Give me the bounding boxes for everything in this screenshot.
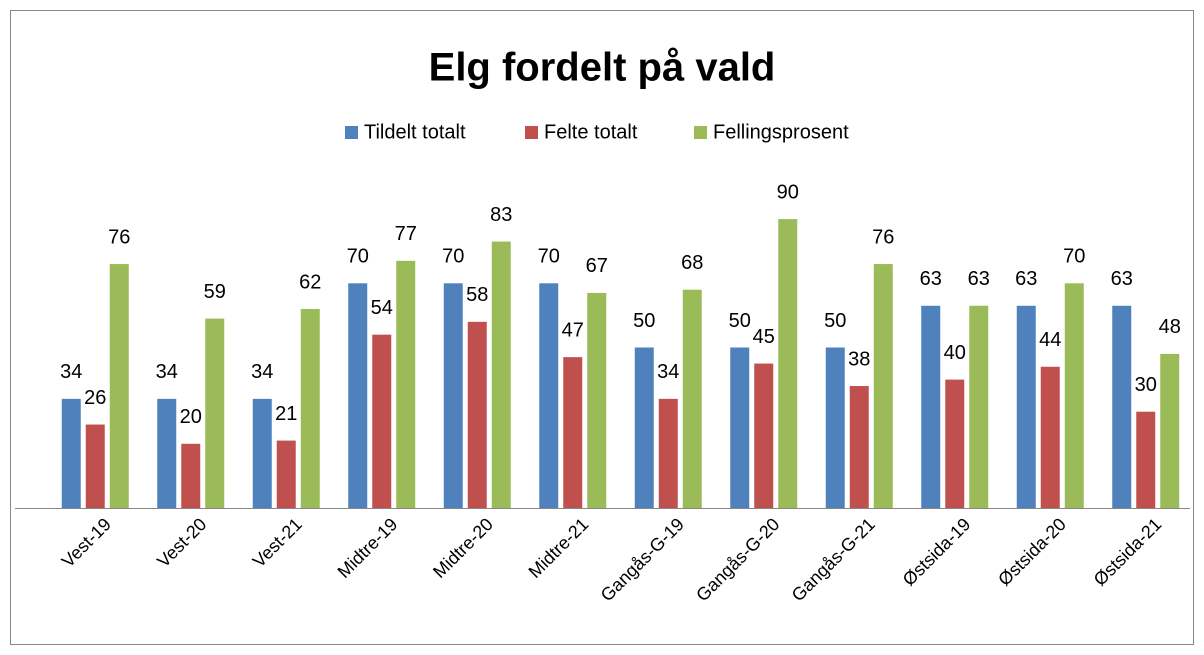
value-label: 59 — [204, 281, 226, 303]
legend-swatch — [345, 126, 358, 139]
bar — [658, 398, 678, 508]
bar — [276, 440, 296, 508]
value-label: 45 — [753, 326, 775, 348]
bar — [491, 241, 511, 508]
bar — [945, 379, 965, 508]
bar — [1160, 353, 1180, 508]
bar — [443, 283, 463, 508]
value-label: 58 — [466, 284, 488, 306]
value-label: 70 — [442, 246, 464, 268]
value-label: 40 — [944, 342, 966, 364]
value-label: 38 — [848, 348, 870, 370]
bar — [205, 318, 225, 508]
value-label: 34 — [657, 361, 679, 383]
bar — [825, 347, 845, 508]
value-label: 48 — [1159, 316, 1181, 338]
bar — [849, 386, 869, 508]
bar — [1064, 283, 1084, 508]
legend-label: Tildelt totalt — [364, 121, 466, 143]
value-label: 54 — [371, 297, 393, 319]
value-label: 76 — [108, 226, 130, 248]
legend-swatch — [525, 126, 538, 139]
value-label: 90 — [777, 181, 799, 203]
legend-label: Felte totalt — [544, 121, 638, 143]
bar — [754, 363, 774, 508]
value-label: 62 — [299, 271, 321, 293]
bar — [348, 283, 368, 508]
bar — [563, 357, 583, 508]
bar — [1016, 305, 1036, 508]
bar — [873, 264, 893, 508]
bar — [372, 334, 392, 508]
chart-title: Elg fordelt på vald — [429, 46, 776, 90]
value-label: 30 — [1135, 374, 1157, 396]
value-label: 83 — [490, 204, 512, 226]
value-label: 26 — [84, 387, 106, 409]
value-label: 70 — [1063, 246, 1085, 268]
bar — [587, 292, 607, 508]
bar — [730, 347, 750, 508]
value-label: 63 — [1015, 268, 1037, 290]
value-label: 47 — [562, 319, 584, 341]
value-label: 70 — [347, 246, 369, 268]
legend-swatch — [694, 126, 707, 139]
value-label: 63 — [1111, 268, 1133, 290]
bar — [921, 305, 941, 508]
value-label: 68 — [681, 252, 703, 274]
bar — [61, 398, 81, 508]
value-label: 63 — [968, 268, 990, 290]
value-label: 50 — [824, 310, 846, 332]
value-label: 50 — [633, 310, 655, 332]
bar — [85, 424, 105, 508]
bar — [1112, 305, 1132, 508]
bar — [682, 289, 702, 508]
value-label: 21 — [275, 403, 297, 425]
bar — [252, 398, 272, 508]
value-label: 70 — [538, 246, 560, 268]
bar — [778, 219, 798, 508]
bar — [634, 347, 654, 508]
bar — [157, 398, 177, 508]
value-label: 76 — [872, 226, 894, 248]
bar — [1136, 411, 1156, 508]
bar — [181, 443, 201, 508]
bar — [969, 305, 989, 508]
bar — [539, 283, 559, 508]
legend-label: Fellingsprosent — [713, 121, 849, 143]
value-label: 20 — [180, 406, 202, 428]
bar — [109, 264, 129, 508]
bar — [1040, 366, 1060, 508]
value-label: 50 — [729, 310, 751, 332]
value-label: 77 — [395, 223, 417, 245]
value-label: 44 — [1039, 329, 1061, 351]
bar — [300, 308, 320, 508]
value-label: 34 — [156, 361, 178, 383]
value-label: 34 — [251, 361, 273, 383]
bar — [396, 260, 416, 508]
value-label: 67 — [586, 255, 608, 277]
value-label: 63 — [920, 268, 942, 290]
value-label: 34 — [60, 361, 82, 383]
bar — [467, 321, 487, 508]
